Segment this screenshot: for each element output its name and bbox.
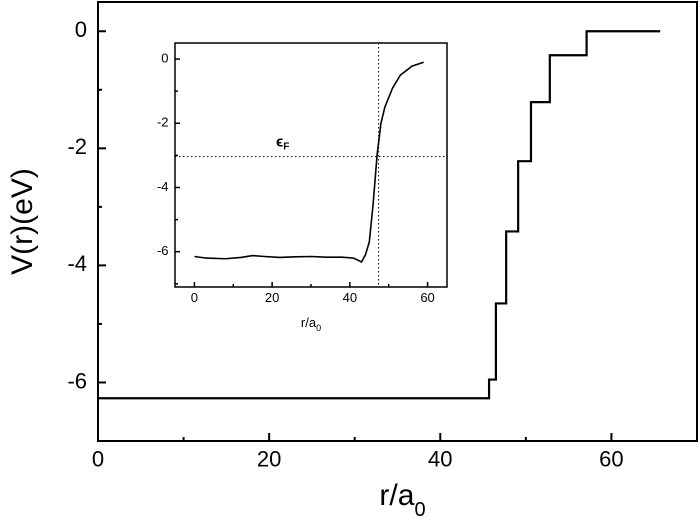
fermi-label: ϵF — [276, 134, 289, 153]
x-axis-label-main: r/a — [301, 315, 317, 330]
fermi-label-sub: F — [283, 141, 289, 152]
y-axis-label: V(r)(eV) — [6, 168, 39, 275]
x-tick-label: 60 — [599, 447, 623, 472]
y-tick-label: -4 — [157, 179, 169, 194]
x-axis-label-main: r/a — [379, 479, 414, 512]
y-tick-label: -6 — [67, 368, 87, 393]
data-line — [194, 61, 424, 264]
y-tick-label: -2 — [157, 115, 169, 130]
y-tick-label: 0 — [75, 17, 87, 42]
x-axis-label-sub: 0 — [316, 323, 321, 333]
y-tick-label: -4 — [67, 251, 87, 276]
x-axis-label-sub: 0 — [414, 499, 425, 521]
plot-frame — [174, 42, 448, 288]
x-tick-label: 0 — [92, 447, 104, 472]
y-tick-label: -2 — [67, 134, 87, 159]
data-line — [98, 30, 661, 400]
x-tick-label: 20 — [257, 447, 281, 472]
x-tick-label: 0 — [191, 290, 198, 305]
y-tick-label: -6 — [157, 243, 169, 258]
x-tick-label: 20 — [265, 290, 279, 305]
x-tick-label: 40 — [428, 447, 452, 472]
x-tick-label: 40 — [343, 290, 357, 305]
x-tick-label: 60 — [420, 290, 434, 305]
fermi-label-main: ϵ — [276, 134, 283, 151]
x-axis-label: r/a0 — [379, 479, 425, 521]
y-tick-label: 0 — [161, 50, 168, 65]
x-axis-label: r/a0 — [301, 315, 321, 333]
